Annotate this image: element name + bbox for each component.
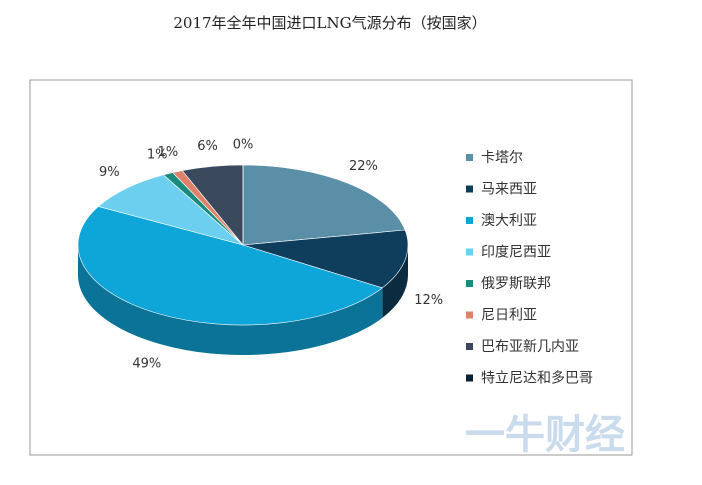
legend-swatch (466, 185, 473, 193)
data-label: 49% (132, 356, 161, 371)
data-label: 12% (414, 293, 443, 308)
legend-swatch (466, 280, 473, 287)
slice (242, 229, 409, 289)
legend-swatch (466, 343, 473, 350)
chart-title: 2017年全年中国进口LNG气源分布（按国家） (173, 14, 486, 32)
slice-side (382, 245, 408, 318)
pie: 22% 12% 49% 9% 1%1% 6% 0% (77, 138, 443, 371)
plot-frame (29, 79, 633, 456)
legend-label: 卡塔尔 (481, 150, 523, 166)
legend-swatch (466, 248, 473, 256)
data-label: 22% (349, 159, 378, 174)
legend-swatch (466, 154, 473, 161)
data-label: 1% (158, 145, 179, 160)
slice (242, 164, 406, 246)
data-label: 1% (147, 148, 168, 163)
watermark: 一牛财经 (465, 412, 625, 458)
legend-label: 特立尼达和多巴哥 (481, 370, 593, 387)
slice (97, 174, 244, 246)
legend-swatch (466, 374, 473, 382)
legend-label: 巴布亚新几内亚 (481, 339, 579, 355)
legend-label: 尼日利亚 (481, 308, 537, 324)
data-label: 9% (99, 165, 120, 180)
legend-label: 印度尼西亚 (481, 245, 551, 261)
legend-swatch (466, 217, 473, 224)
slice (77, 206, 383, 326)
legend-label: 马来西亚 (481, 182, 537, 198)
legend-label: 澳大利亚 (481, 213, 537, 229)
legend-swatch (466, 311, 473, 319)
data-label: 6% (197, 139, 218, 154)
data-label: 0% (233, 138, 254, 153)
slice-side (78, 245, 383, 355)
legend-label: 俄罗斯联邦 (481, 276, 551, 292)
